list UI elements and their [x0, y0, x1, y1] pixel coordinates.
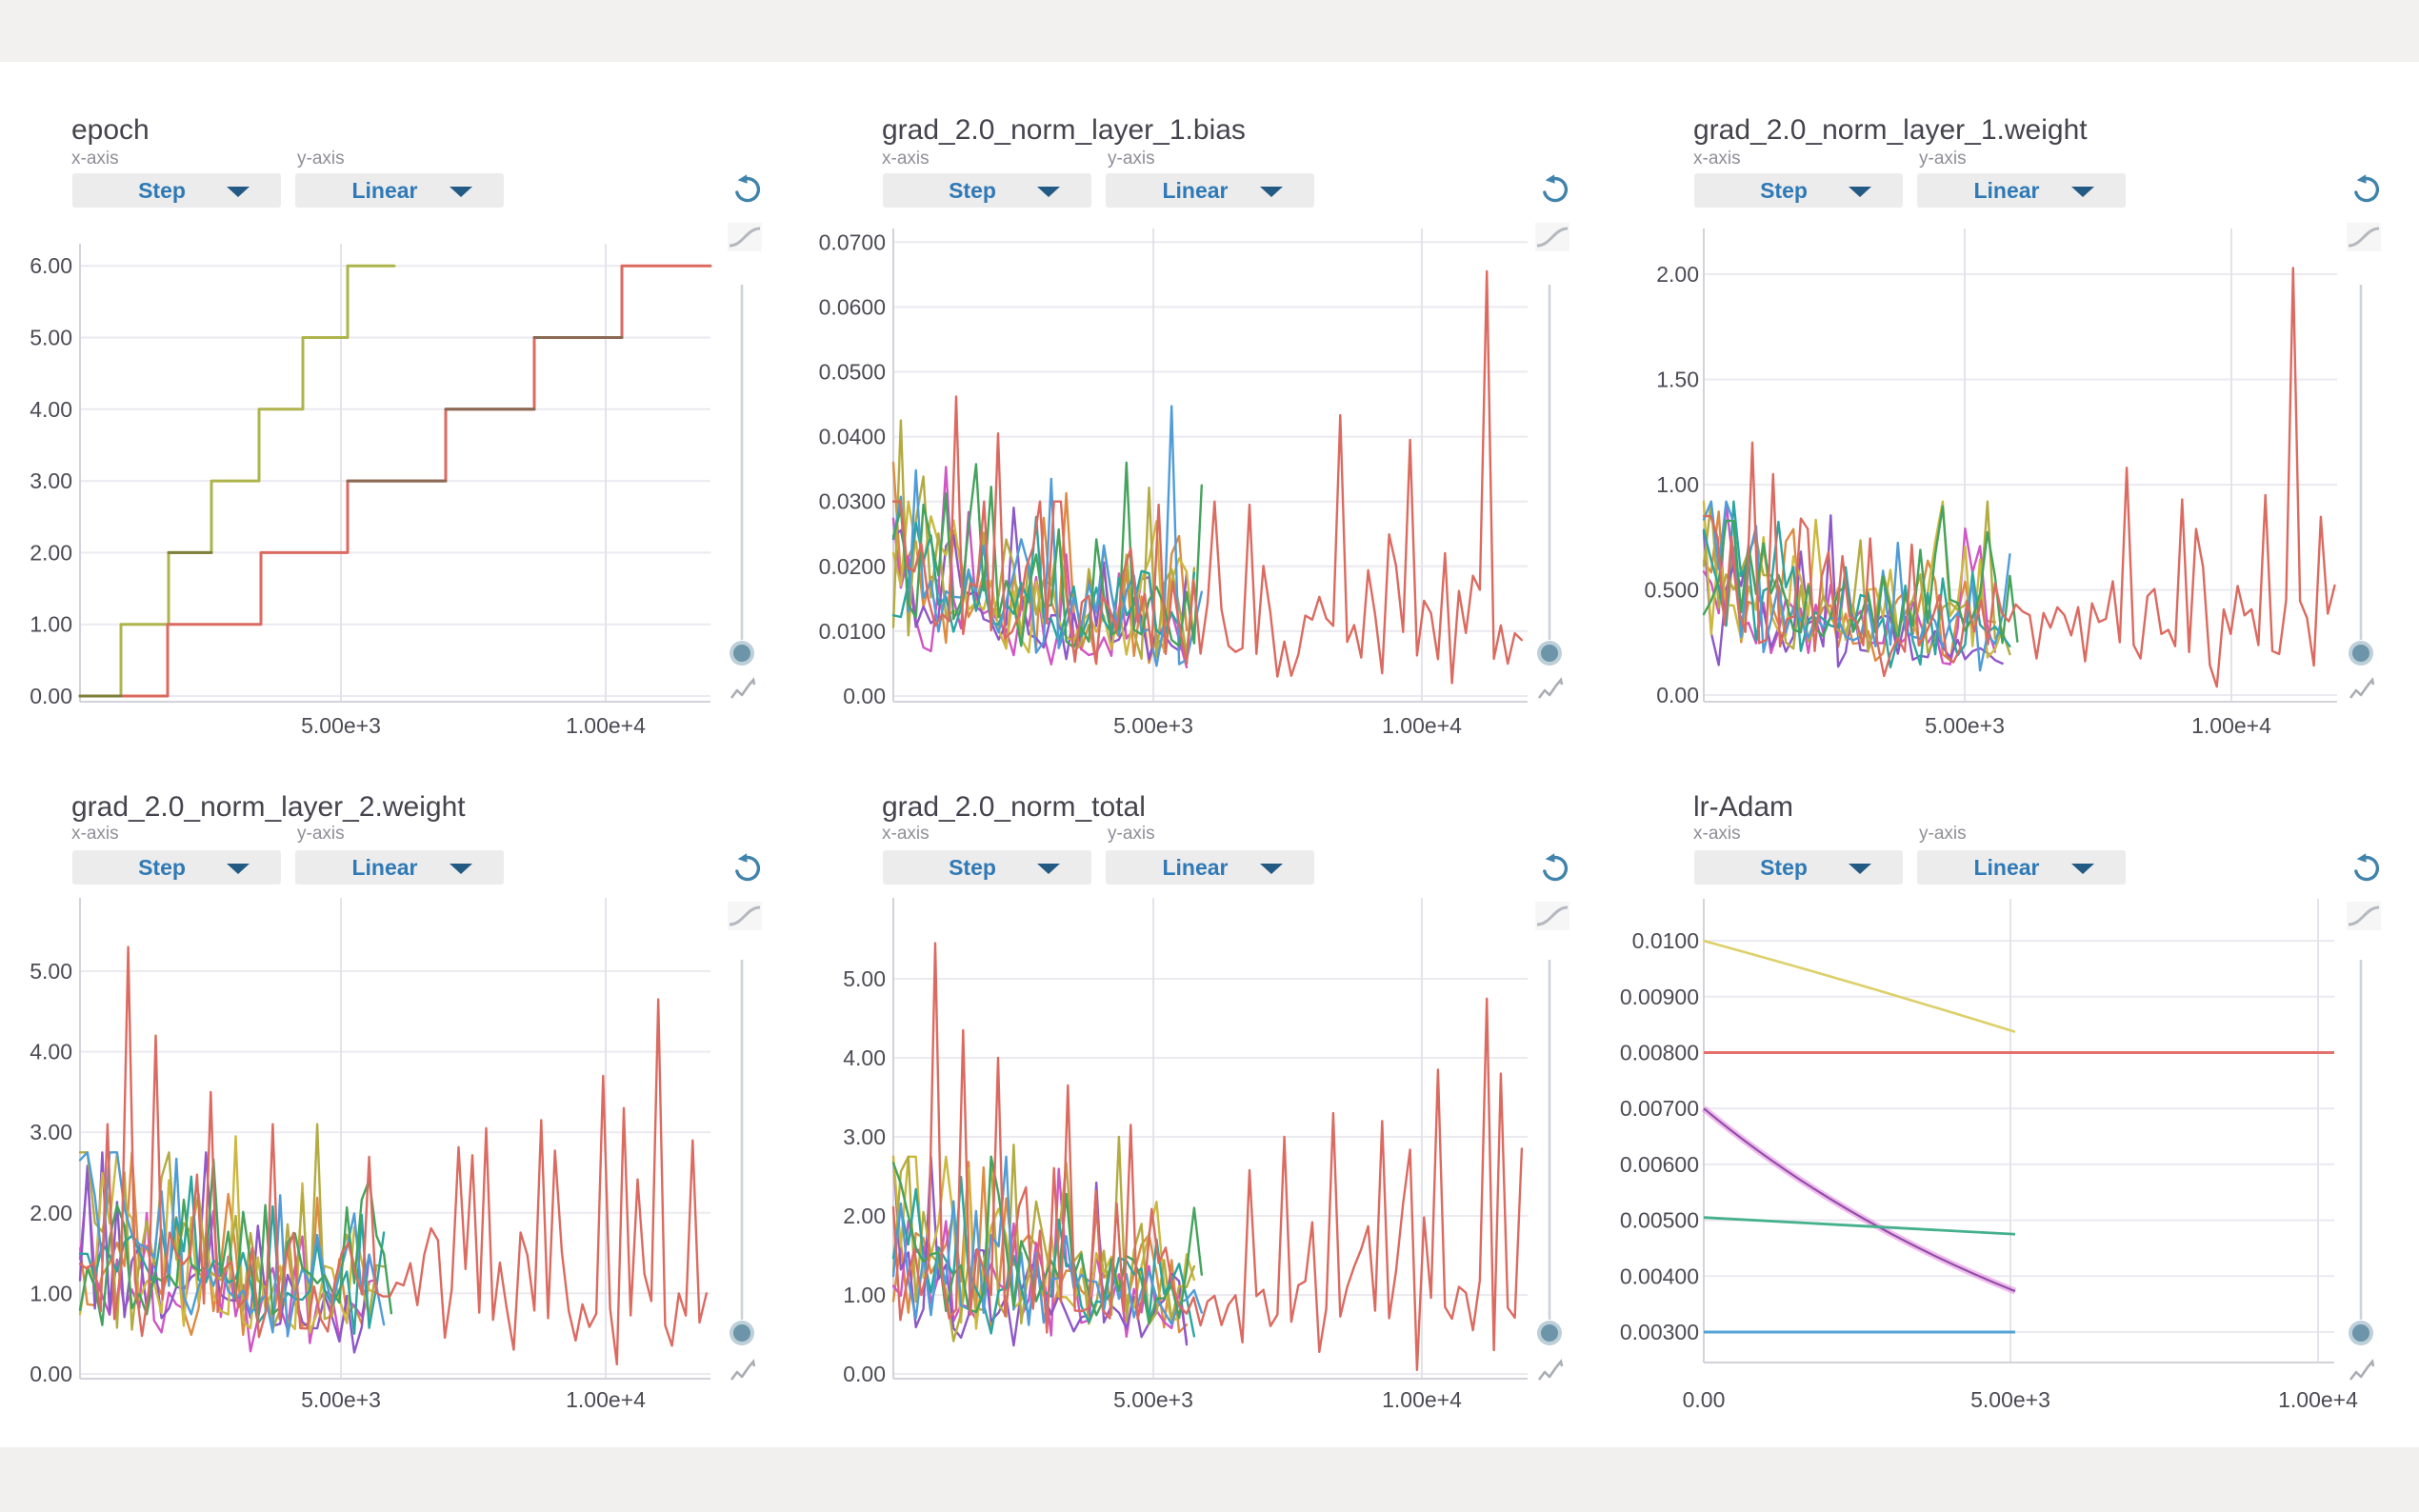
svg-text:y-axis: y-axis [1919, 824, 1967, 844]
svg-text:y-axis: y-axis [1108, 149, 1155, 169]
svg-text:0.00500: 0.00500 [1620, 1208, 1699, 1233]
svg-text:y-axis: y-axis [1919, 149, 1967, 169]
svg-text:1.00: 1.00 [30, 1281, 72, 1305]
svg-text:x-axis: x-axis [1693, 824, 1741, 844]
svg-text:1.00e+4: 1.00e+4 [2191, 713, 2271, 738]
svg-text:1.00: 1.00 [1656, 472, 1699, 497]
svg-text:0.00: 0.00 [30, 1362, 72, 1386]
svg-text:2.00: 2.00 [30, 1201, 72, 1225]
svg-text:0.0700: 0.0700 [819, 229, 886, 254]
svg-text:0.00900: 0.00900 [1620, 985, 1699, 1009]
svg-text:4.00: 4.00 [30, 1040, 72, 1064]
svg-text:5.00e+3: 5.00e+3 [1970, 1387, 2050, 1412]
svg-text:lr-Adam: lr-Adam [1693, 791, 1793, 823]
svg-text:epoch: epoch [71, 114, 150, 146]
svg-text:5.00: 5.00 [30, 959, 72, 984]
svg-text:grad_2.0_norm_layer_2.weight: grad_2.0_norm_layer_2.weight [71, 791, 466, 823]
svg-text:0.00: 0.00 [843, 684, 886, 708]
svg-text:y-axis: y-axis [297, 824, 345, 844]
svg-text:4.00: 4.00 [843, 1045, 886, 1070]
svg-text:0.0500: 0.0500 [819, 360, 886, 385]
svg-text:0.0100: 0.0100 [819, 619, 886, 644]
svg-text:Step: Step [1760, 178, 1808, 203]
svg-text:0.00600: 0.00600 [1620, 1152, 1699, 1177]
svg-text:5.00: 5.00 [843, 966, 886, 991]
svg-text:0.00: 0.00 [30, 684, 72, 708]
svg-text:1.00: 1.00 [843, 1283, 886, 1307]
svg-text:1.00e+4: 1.00e+4 [2278, 1387, 2358, 1412]
svg-text:grad_2.0_norm_total: grad_2.0_norm_total [882, 791, 1146, 823]
svg-text:1.00e+4: 1.00e+4 [566, 713, 646, 738]
svg-text:4.00: 4.00 [30, 397, 72, 422]
svg-text:3.00: 3.00 [30, 1120, 72, 1144]
svg-text:0.00800: 0.00800 [1620, 1041, 1699, 1065]
svg-text:Step: Step [949, 855, 996, 880]
svg-text:5.00e+3: 5.00e+3 [1113, 1387, 1193, 1412]
svg-text:5.00e+3: 5.00e+3 [1113, 713, 1193, 738]
svg-text:0.00: 0.00 [843, 1362, 886, 1386]
svg-text:1.00e+4: 1.00e+4 [1382, 1387, 1462, 1412]
svg-text:0.00700: 0.00700 [1620, 1096, 1699, 1121]
svg-text:0.00300: 0.00300 [1620, 1320, 1699, 1344]
svg-text:1.50: 1.50 [1656, 368, 1699, 392]
svg-text:2.00: 2.00 [1656, 262, 1699, 287]
svg-text:5.00e+3: 5.00e+3 [301, 1387, 381, 1412]
svg-text:x-axis: x-axis [882, 149, 930, 169]
svg-text:3.00: 3.00 [30, 468, 72, 493]
svg-text:Linear: Linear [351, 855, 417, 880]
svg-text:5.00e+3: 5.00e+3 [301, 713, 381, 738]
svg-text:Step: Step [1760, 855, 1808, 880]
svg-text:x-axis: x-axis [71, 149, 119, 169]
svg-text:grad_2.0_norm_layer_1.bias: grad_2.0_norm_layer_1.bias [882, 114, 1246, 146]
svg-text:0.00: 0.00 [1656, 683, 1699, 707]
svg-text:2.00: 2.00 [843, 1204, 886, 1228]
svg-text:0.0200: 0.0200 [819, 554, 886, 579]
svg-text:y-axis: y-axis [297, 149, 345, 169]
svg-text:5.00e+3: 5.00e+3 [1925, 713, 2005, 738]
svg-text:x-axis: x-axis [1693, 149, 1741, 169]
svg-text:1.00e+4: 1.00e+4 [566, 1387, 646, 1412]
svg-text:Step: Step [949, 178, 996, 203]
svg-text:x-axis: x-axis [71, 824, 119, 844]
svg-text:y-axis: y-axis [1108, 824, 1155, 844]
svg-text:Linear: Linear [1162, 178, 1228, 203]
svg-text:0.00: 0.00 [1683, 1387, 1726, 1412]
svg-text:0.0100: 0.0100 [1632, 928, 1699, 953]
svg-text:Step: Step [138, 855, 186, 880]
svg-text:0.0300: 0.0300 [819, 489, 886, 514]
svg-text:5.00: 5.00 [30, 326, 72, 350]
svg-text:x-axis: x-axis [882, 824, 930, 844]
svg-text:0.0400: 0.0400 [819, 425, 886, 449]
svg-text:Linear: Linear [351, 178, 417, 203]
svg-text:Linear: Linear [1162, 855, 1228, 880]
svg-text:Linear: Linear [1973, 855, 2039, 880]
svg-text:1.00: 1.00 [30, 612, 72, 637]
svg-text:0.0600: 0.0600 [819, 294, 886, 319]
svg-text:grad_2.0_norm_layer_1.weight: grad_2.0_norm_layer_1.weight [1693, 114, 2088, 146]
svg-text:1.00e+4: 1.00e+4 [1382, 713, 1462, 738]
svg-text:6.00: 6.00 [30, 253, 72, 278]
svg-text:2.00: 2.00 [30, 540, 72, 565]
svg-text:Linear: Linear [1973, 178, 2039, 203]
svg-text:Step: Step [138, 178, 186, 203]
svg-text:3.00: 3.00 [843, 1124, 886, 1149]
svg-text:0.00400: 0.00400 [1620, 1263, 1699, 1288]
svg-text:0.500: 0.500 [1644, 578, 1699, 603]
